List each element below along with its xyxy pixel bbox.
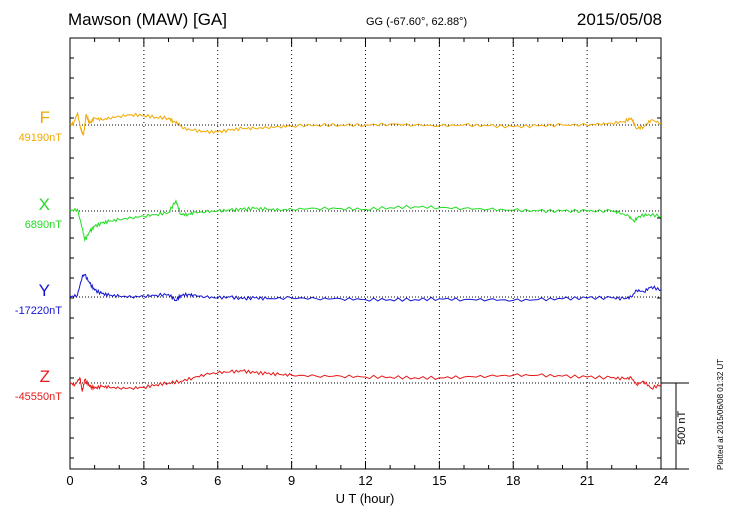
x-tick-label: 24 — [653, 473, 669, 488]
x-axis-label: U T (hour) — [335, 491, 395, 506]
series-name-z: Z — [39, 367, 50, 386]
x-tick-label: 0 — [66, 473, 74, 488]
x-tick-label: 15 — [432, 473, 447, 488]
date-label: 2015/05/08 — [576, 10, 662, 29]
baseline-label-y: -17220nT — [14, 305, 62, 317]
series-name-x: X — [38, 195, 50, 214]
series-line-f — [69, 111, 662, 136]
baseline-label-x: 6890nT — [24, 219, 62, 231]
plotted-timestamp: Plotted at 2015/06/08 01:32 UT — [716, 358, 725, 470]
x-tick-label: 3 — [140, 473, 148, 488]
station-title: Mawson (MAW) [GA] — [68, 10, 227, 29]
series-name-y: Y — [38, 281, 50, 300]
x-tick-label: 21 — [579, 473, 595, 488]
series-line-x — [69, 199, 662, 243]
x-tick-label: 18 — [506, 473, 521, 488]
series-line-z — [69, 369, 662, 392]
x-tick-label: 9 — [288, 473, 296, 488]
x-tick-label: 12 — [358, 473, 373, 488]
series-name-f: F — [39, 108, 50, 127]
series-line-y — [69, 273, 662, 302]
station-coordinates: GG (-67.60°, 62.88°) — [366, 16, 468, 28]
baseline-label-f: 49190nT — [18, 132, 62, 144]
baseline-label-z: -45550nT — [14, 391, 62, 403]
scale-bar-label: 500 nT — [676, 410, 688, 445]
x-tick-label: 6 — [214, 473, 222, 488]
